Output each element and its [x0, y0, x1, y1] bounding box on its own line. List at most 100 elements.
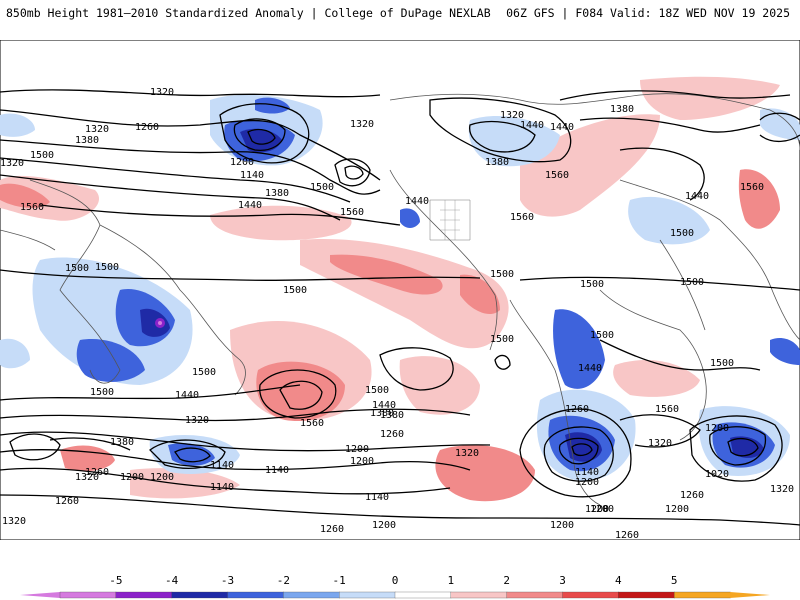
contour-label: 1200	[345, 444, 369, 455]
contour-label: 1200	[550, 520, 574, 531]
contour-label: 1560	[655, 404, 679, 415]
contour-label: 1140	[265, 465, 289, 476]
contour-label: 1200	[585, 504, 609, 515]
colorbar-segment	[450, 591, 508, 599]
colorbar-tick-label: -2	[277, 574, 290, 587]
contour-label: 1380	[370, 408, 394, 419]
contour-label: 1200	[575, 477, 599, 488]
contour-label: 1260	[85, 467, 109, 478]
colorbar-tick-label: 1	[448, 574, 455, 587]
coastlines	[0, 93, 800, 506]
contour-label: 1320	[150, 87, 174, 98]
contour-label: 1560	[545, 170, 569, 181]
contour-label: 1440	[238, 200, 262, 211]
contour-label: 1440	[372, 400, 396, 411]
colorbar-tick-label: 2	[503, 574, 510, 587]
colorbar-segment	[171, 591, 229, 599]
colorbar-segment	[506, 591, 564, 599]
contour-label: 1320	[2, 516, 26, 527]
contour-label: 1500	[680, 277, 704, 288]
colorbar-right-arrow	[730, 592, 770, 598]
colorbar-labels: -5 -4 -3 -2 -1 0 1 2 3 4 5	[109, 574, 677, 587]
colorbar-tick-label: 3	[559, 574, 566, 587]
contour-label: 1320	[648, 438, 672, 449]
contour-label: 1500	[95, 262, 119, 273]
contour-label: 1500	[670, 228, 694, 239]
anomaly-map: 1320 1320 1260 1380 1500 1560 1500 1500 …	[0, 40, 800, 540]
contour-label: 1500	[65, 263, 89, 274]
colorbar-left-arrow	[20, 592, 60, 598]
contour-label: 1200	[350, 456, 374, 467]
contour-label: 1200	[120, 472, 144, 483]
contour-label: 1440	[520, 120, 544, 131]
colorbar-segments	[20, 591, 770, 599]
contour-label: 1560	[740, 182, 764, 193]
colorbar-tick-label: -3	[221, 574, 234, 587]
colorbar-tick-label: 4	[615, 574, 622, 587]
negative-anomaly-fill	[0, 94, 800, 481]
contour-label: 1260	[55, 496, 79, 507]
contour-label: 1320	[500, 110, 524, 121]
contour-label: 1380	[110, 437, 134, 448]
colorbar-segment	[339, 591, 396, 599]
contour-label: 1020	[705, 469, 729, 480]
contour-label: 1260	[320, 524, 344, 535]
contour-label: 1140	[210, 482, 234, 493]
contour-label: 1320	[75, 472, 99, 483]
contour-label: 1500	[310, 182, 334, 193]
contour-label: 1500	[580, 279, 604, 290]
contour-label: 1380	[265, 188, 289, 199]
contour-label: 1140	[240, 170, 264, 181]
colorbar-tick-label: -5	[109, 574, 122, 587]
colorbar-segment	[115, 591, 173, 599]
contour-label: 1320	[185, 415, 209, 426]
colorbar-segment	[674, 591, 731, 599]
contour-label: 1500	[283, 285, 307, 296]
colorbar-tick-label: 5	[671, 574, 678, 587]
colorbar-segment	[227, 591, 284, 599]
contour-label: 1560	[20, 202, 44, 213]
contour-label: 1260	[380, 429, 404, 440]
contour-label: 1200	[665, 504, 689, 515]
colorbar-tick-label: -4	[165, 574, 179, 587]
contour-label: 1380	[485, 157, 509, 168]
contour-label: 1140	[365, 492, 389, 503]
contour-label: 1200	[705, 423, 729, 434]
colorbar-tick-label: -1	[333, 574, 346, 587]
contour-label: 1560	[300, 418, 324, 429]
colorbar-segment	[283, 591, 340, 599]
contour-label: 1380	[380, 410, 404, 421]
contour-label: 1500	[590, 330, 614, 341]
contour-label: 1140	[210, 460, 234, 471]
colorbar-tick-label: 0	[392, 574, 399, 587]
contour-label: 1500	[365, 385, 389, 396]
contour-label: 1380	[610, 104, 634, 115]
contour-label: 1200	[230, 157, 254, 168]
colorbar-segment	[59, 591, 117, 599]
contour-label: 1500	[90, 387, 114, 398]
contour-label: 1260	[565, 404, 589, 415]
contour-label: 1440	[405, 196, 429, 207]
positive-anomaly-fill	[0, 76, 780, 502]
contour-label: 1500	[710, 358, 734, 369]
colorbar-segment	[394, 591, 452, 599]
contour-label: 1500	[192, 367, 216, 378]
contour-label: 1560	[340, 207, 364, 218]
colorbar-segment	[618, 591, 675, 599]
colorbar-segment	[562, 591, 619, 599]
contour-label: 1500	[30, 150, 54, 161]
map-title: 850mb Height 1981–2010 Standardized Anom…	[6, 6, 491, 20]
contour-label: 1500	[490, 334, 514, 345]
contour-label: 1440	[578, 363, 602, 374]
contour-label: 1140	[575, 467, 599, 478]
contour-label: 1320	[85, 124, 109, 135]
contour-label: 1260	[135, 122, 159, 133]
contour-label: 1260	[615, 530, 639, 540]
run-info: 06Z GFS | F084 Valid: 18Z WED NOV 19 202…	[506, 6, 790, 20]
contour-label: 1320	[350, 119, 374, 130]
height-contours	[0, 89, 800, 526]
colorbar: -5 -4 -3 -2 -1 0 1 2 3 4 5	[20, 574, 770, 599]
contour-label: 1440	[685, 191, 709, 202]
contour-label: 1200	[150, 472, 174, 483]
contour-label: 1380	[75, 135, 99, 146]
